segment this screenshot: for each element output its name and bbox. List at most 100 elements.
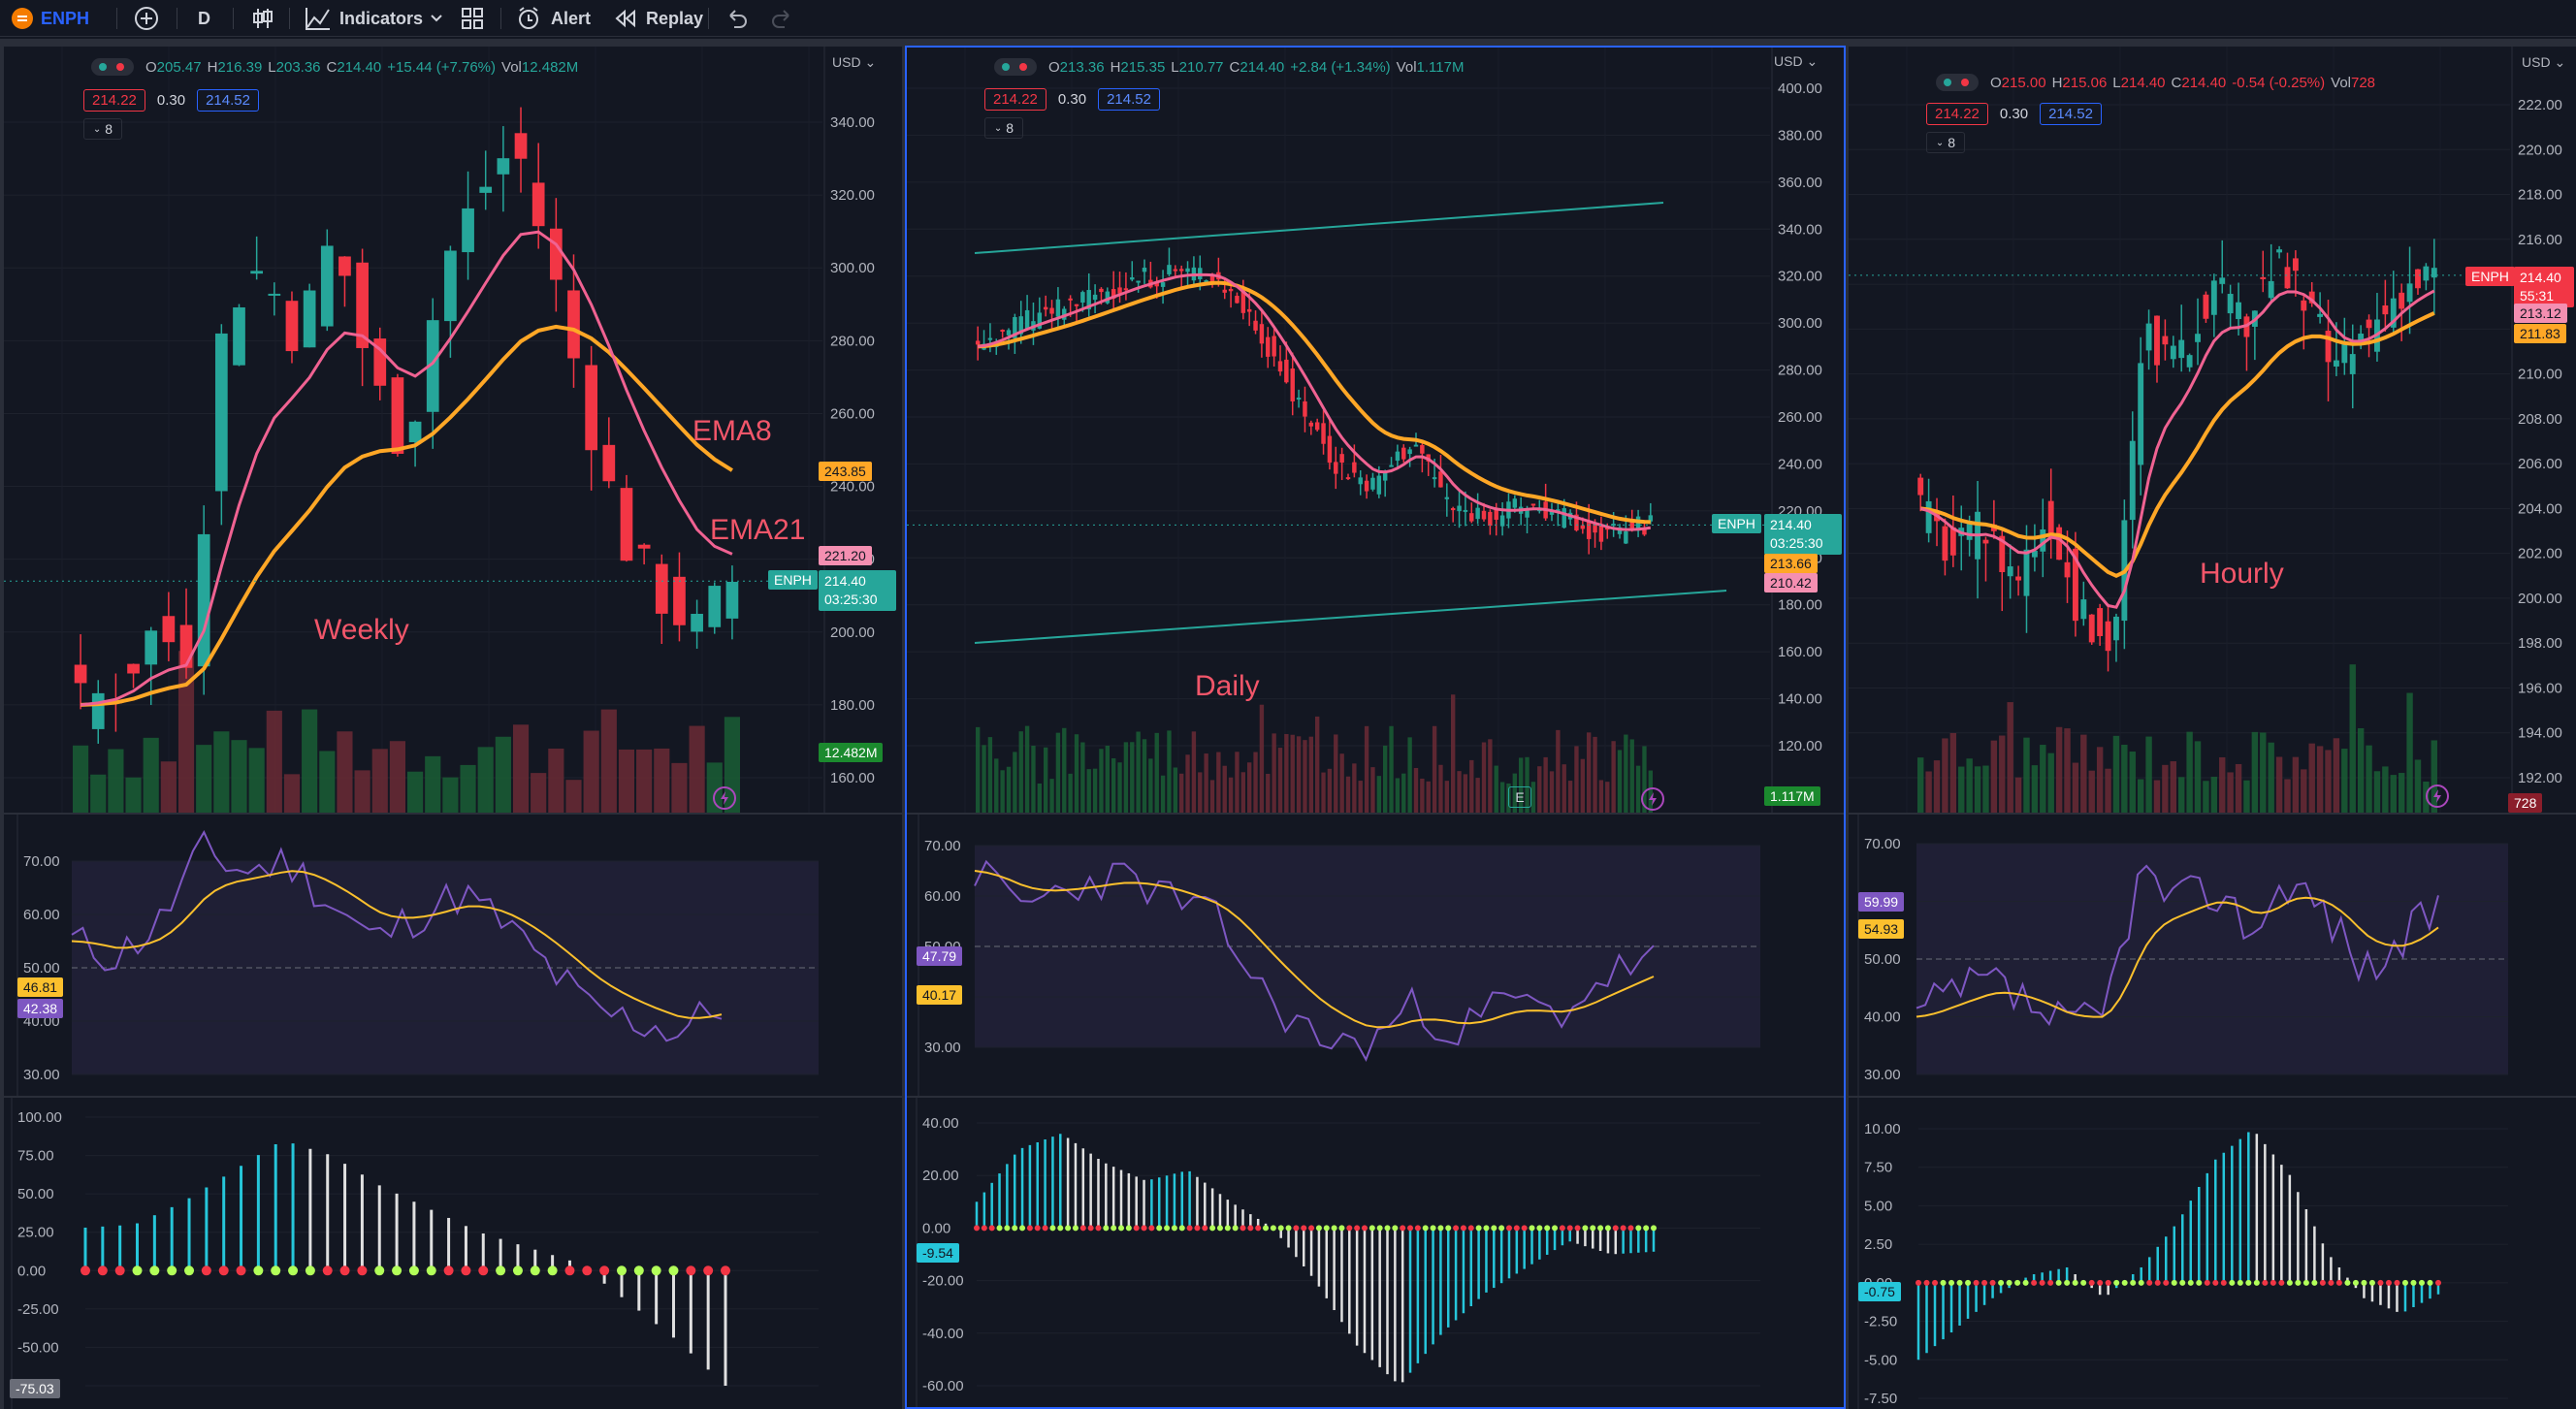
indicators-button[interactable]: Indicators xyxy=(305,5,423,32)
ema8-line xyxy=(80,230,733,707)
volume-bar xyxy=(618,749,635,813)
squeeze-dot xyxy=(1111,1225,1117,1232)
currency-selector[interactable]: USD ⌄ xyxy=(1774,53,1819,69)
alert-button[interactable]: Alert xyxy=(516,5,591,32)
volume-bar xyxy=(1204,753,1208,813)
volume-bar xyxy=(1099,749,1104,813)
squeeze-dot xyxy=(1216,1225,1223,1232)
volume-bar xyxy=(1525,756,1530,813)
squeeze-dot xyxy=(253,1265,264,1276)
ask-price[interactable]: 214.52 xyxy=(197,88,259,112)
candle-body xyxy=(1296,398,1302,400)
price-axis-label: 60.00 xyxy=(924,888,961,905)
redo-button[interactable] xyxy=(770,5,793,32)
compare-button[interactable] xyxy=(134,5,159,32)
weekly-macd-chart[interactable]: 100.00 75.00 50.00 25.00 0.00 -25.00 -50.00 -75… xyxy=(4,1098,902,1409)
candle-body xyxy=(462,208,474,253)
squeeze-dot xyxy=(1323,1225,1330,1232)
bid-ask-widget[interactable]: 214.22 0.30 214.52 xyxy=(984,86,1160,112)
earnings-marker[interactable]: E xyxy=(1508,786,1531,808)
squeeze-dot xyxy=(564,1265,575,1276)
squeeze-dot xyxy=(2368,1279,2375,1286)
redo-icon xyxy=(772,10,789,28)
bid-price[interactable]: 214.22 xyxy=(984,87,1046,111)
candle-body xyxy=(285,301,299,352)
currency-selector[interactable]: USD ⌄ xyxy=(2522,54,2566,70)
volume-bar xyxy=(1080,742,1085,813)
weekly-macd-pane[interactable]: 100.00 75.00 50.00 25.00 0.00 -25.00 -50.00 -75… xyxy=(4,1098,902,1409)
candle-body xyxy=(1240,290,1246,313)
hourly-price-pane[interactable]: 222.00220.00218.00216.00214.00212.00210.… xyxy=(1849,47,2576,813)
ema21-line xyxy=(978,280,1651,525)
layouts-button[interactable] xyxy=(460,5,485,32)
volume-bar xyxy=(1512,773,1517,813)
squeeze-dot xyxy=(2006,1279,2012,1286)
ask-price[interactable]: 214.52 xyxy=(2040,102,2102,125)
weekly-rsi-pane[interactable]: 70.00 60.00 50.00 40.00 30.00 46.81 42.38 xyxy=(4,815,902,1096)
hourly-macd-pane[interactable]: 10.007.505.002.500.00-2.50-5.00-7.50 -0.… xyxy=(1849,1098,2576,1409)
visibility-toggle-icon[interactable] xyxy=(91,58,134,76)
hourly-macd-chart[interactable]: 10.007.505.002.500.00-2.50-5.00-7.50 xyxy=(1849,1098,2576,1409)
volume-bar xyxy=(1457,771,1462,813)
legend-collapse-button[interactable]: ⌄ 8 xyxy=(984,117,1023,139)
daily-price-pane[interactable]: 400.00 380.00 360.00 340.00 320.00 300.00 280.… xyxy=(907,48,1844,813)
replay-button[interactable]: Replay xyxy=(613,5,703,32)
bid-ask-widget[interactable]: 214.22 0.30 214.52 xyxy=(1926,101,2102,126)
volume-bar xyxy=(2333,738,2340,813)
daily-price-chart[interactable]: 400.00 380.00 360.00 340.00 320.00 300.00 280.… xyxy=(907,48,1844,813)
volume-bar xyxy=(1167,730,1172,813)
bid-price[interactable]: 214.22 xyxy=(1926,102,1988,125)
squeeze-dot xyxy=(149,1265,160,1276)
daily-macd-pane[interactable]: 40.00 20.00 0.00 -20.00 -40.00 -60.00 -9.54 xyxy=(907,1098,1844,1407)
undo-button[interactable] xyxy=(725,5,749,32)
volume-bar xyxy=(1358,781,1363,813)
legend-collapse-button[interactable]: ⌄ 8 xyxy=(1926,132,1965,153)
candle-body xyxy=(1364,480,1369,492)
volume-bar xyxy=(2431,740,2437,813)
indicator-templates-button[interactable] xyxy=(429,5,444,32)
candle-body xyxy=(2047,500,2054,538)
currency-selector[interactable]: USD ⌄ xyxy=(832,54,877,70)
volume-bar xyxy=(1130,742,1135,813)
weekly-price-chart[interactable]: 340.00320.00300.00280.00260.00240.00220.… xyxy=(4,47,902,813)
squeeze-dot xyxy=(496,1265,506,1276)
squeeze-dot xyxy=(1065,1225,1072,1232)
weekly-price-pane[interactable]: 340.00320.00300.00280.00260.00240.00220.… xyxy=(4,47,902,813)
last-price-tag: 214.40 55:31 xyxy=(2514,267,2574,307)
bid-ask-widget[interactable]: 214.22 0.30 214.52 xyxy=(83,87,259,112)
candle-body xyxy=(1444,496,1450,499)
chart-type-button[interactable] xyxy=(250,5,275,32)
interval-button[interactable]: D xyxy=(198,5,210,32)
candle-body xyxy=(1562,508,1566,528)
squeeze-dot xyxy=(132,1265,143,1276)
visibility-toggle-icon[interactable] xyxy=(1936,74,1979,91)
bid-price[interactable]: 214.22 xyxy=(83,88,145,112)
candle-body xyxy=(2145,323,2152,351)
volume-bar xyxy=(1062,727,1067,813)
volume-bar xyxy=(177,651,195,813)
volume-bar xyxy=(283,774,301,813)
volume-bar xyxy=(1222,765,1227,813)
visibility-toggle-icon[interactable] xyxy=(994,58,1037,76)
daily-macd-chart[interactable]: 40.00 20.00 0.00 -20.00 -40.00 -60.00 xyxy=(907,1098,1844,1407)
squeeze-dot xyxy=(974,1225,980,1232)
squeeze-dot xyxy=(1430,1225,1436,1232)
price-axis-label: 380.00 xyxy=(1778,127,1822,144)
candle-body xyxy=(1382,471,1388,481)
symbol-button[interactable]: ENPH xyxy=(12,5,89,32)
hourly-price-chart[interactable]: 222.00220.00218.00216.00214.00212.00210.… xyxy=(1849,47,2576,813)
volume-bar xyxy=(1629,739,1634,813)
legend-collapse-button[interactable]: ⌄ 8 xyxy=(83,118,122,140)
squeeze-dot xyxy=(443,1265,454,1276)
price-axis-label: 220.00 xyxy=(2518,142,2562,158)
squeeze-dot xyxy=(1171,1225,1177,1232)
volume-bar xyxy=(1247,762,1252,813)
ask-price[interactable]: 214.52 xyxy=(1098,87,1160,111)
squeeze-dot xyxy=(2344,1279,2351,1286)
rsi-line xyxy=(71,830,723,1042)
